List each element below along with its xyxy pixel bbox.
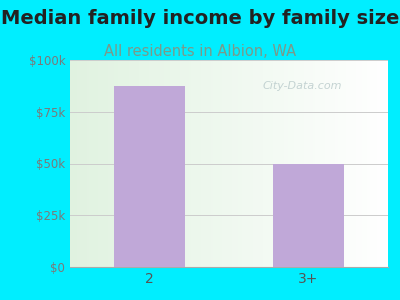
Bar xyxy=(114,86,185,267)
Text: City-Data.com: City-Data.com xyxy=(262,81,342,91)
Text: All residents in Albion, WA: All residents in Albion, WA xyxy=(104,44,296,59)
Bar xyxy=(273,164,344,267)
Text: Median family income by family size: Median family income by family size xyxy=(1,9,399,28)
